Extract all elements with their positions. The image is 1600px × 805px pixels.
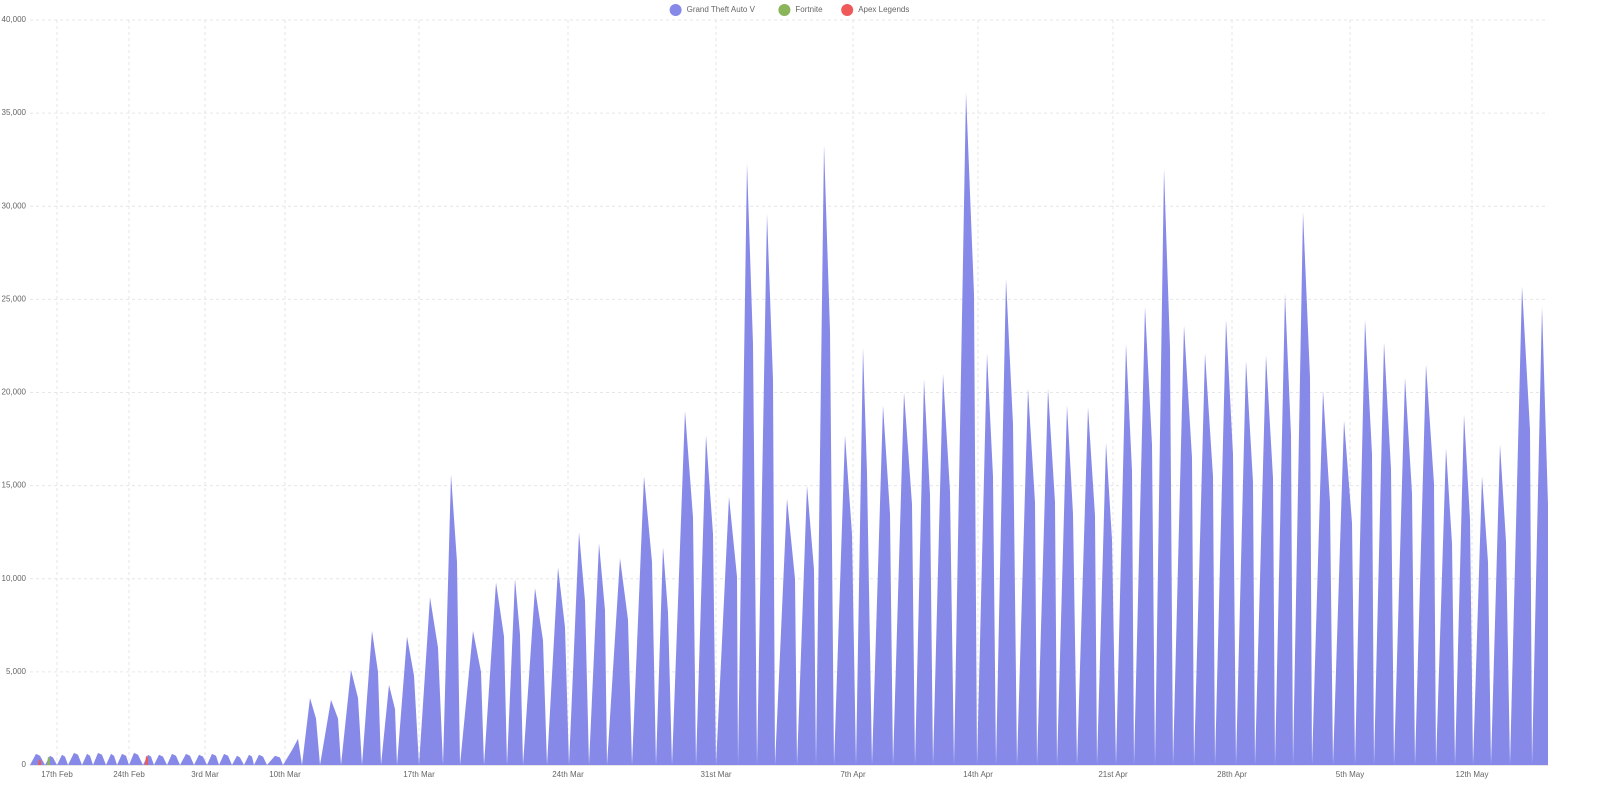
- y-tick-label: 5,000: [6, 667, 27, 676]
- x-tick-label: 10th Mar: [269, 770, 301, 779]
- area: [30, 92, 1548, 765]
- legend-label[interactable]: Apex Legends: [858, 5, 909, 14]
- y-tick-label: 35,000: [2, 108, 27, 117]
- legend-marker[interactable]: [669, 4, 682, 16]
- y-tick-label: 15,000: [2, 481, 27, 490]
- x-tick-label: 14th Apr: [963, 770, 993, 779]
- x-tick-label: 24th Mar: [552, 770, 584, 779]
- y-tick-label: 30,000: [2, 201, 27, 210]
- x-tick-label: 5th May: [1336, 770, 1364, 779]
- legend-label[interactable]: Fortnite: [795, 5, 823, 14]
- legend-label[interactable]: Grand Theft Auto V: [687, 5, 756, 14]
- x-tick-label: 3rd Mar: [191, 770, 219, 779]
- x-tick-label: 28th Apr: [1217, 770, 1247, 779]
- y-tick-label: 25,000: [2, 294, 27, 303]
- y-tick-label: 20,000: [2, 388, 27, 397]
- x-tick-label: 31st Mar: [700, 770, 731, 779]
- x-tick-label: 7th Apr: [840, 770, 866, 779]
- legend-marker[interactable]: [841, 4, 854, 16]
- area: [47, 756, 50, 765]
- x-tick-label: 12th May: [1456, 770, 1489, 779]
- y-tick-label: 10,000: [2, 574, 27, 583]
- y-tick-label: 40,000: [2, 15, 27, 24]
- y-tick-label: 0: [22, 760, 27, 769]
- x-tick-label: 24th Feb: [113, 770, 145, 779]
- x-tick-label: 21st Apr: [1098, 770, 1128, 779]
- legend-marker[interactable]: [778, 4, 791, 16]
- x-tick-label: 17th Feb: [41, 770, 73, 779]
- x-tick-label: 17th Mar: [403, 770, 435, 779]
